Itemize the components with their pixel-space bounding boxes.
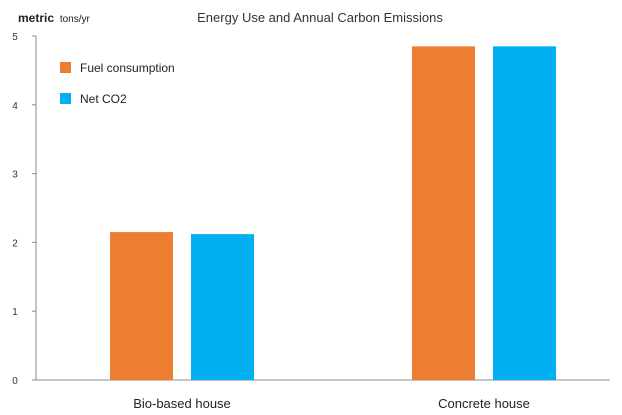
y-tick-label: 1 <box>12 307 18 318</box>
y-tick-label: 4 <box>12 101 18 112</box>
chart-title: Energy Use and Annual Carbon Emissions <box>197 10 443 25</box>
legend-label: Net CO2 <box>80 92 127 106</box>
category-label: Bio-based house <box>133 396 231 411</box>
legend: Fuel consumption Net CO2 <box>60 61 175 106</box>
y-axis-unit-sub: tons/yr <box>60 14 91 25</box>
y-tick-label: 5 <box>12 32 18 43</box>
y-axis-unit-main: metric <box>18 11 54 25</box>
y-axis-unit-label: metric tons/yr <box>18 11 90 25</box>
bar-co2-0 <box>191 234 254 380</box>
legend-swatch <box>60 93 71 104</box>
bars-group <box>110 46 556 380</box>
y-tick-label: 3 <box>12 170 18 181</box>
y-tick-label: 2 <box>12 238 18 249</box>
y-tick-label: 0 <box>12 376 18 387</box>
legend-label: Fuel consumption <box>80 61 175 75</box>
category-labels: Bio-based house Concrete house <box>133 396 530 411</box>
y-axis-ticks: 0 1 2 3 4 5 <box>12 32 36 387</box>
bar-fuel-1 <box>412 46 475 380</box>
legend-swatch <box>60 62 71 73</box>
category-label: Concrete house <box>438 396 530 411</box>
bar-fuel-0 <box>110 232 173 380</box>
bar-co2-1 <box>493 46 556 380</box>
